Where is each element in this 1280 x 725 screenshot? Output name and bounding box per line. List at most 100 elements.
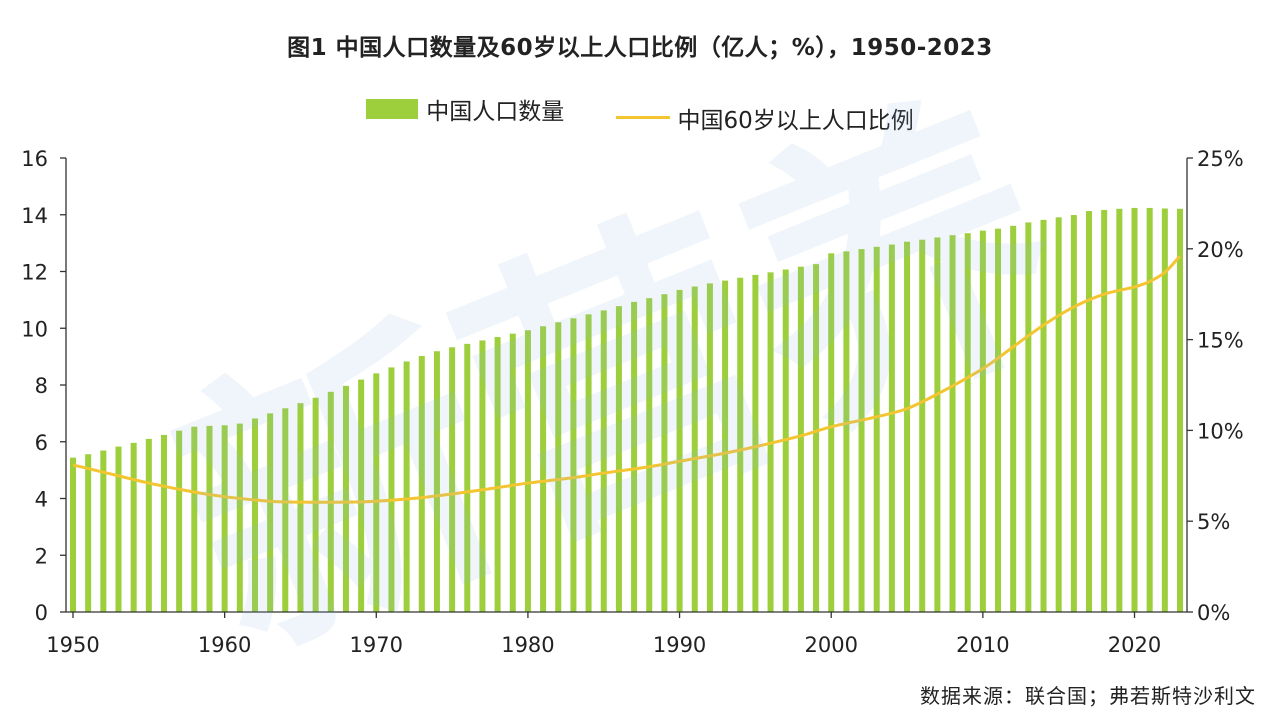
bar-2000 bbox=[828, 253, 835, 612]
y-left-tick-label: 0 bbox=[35, 601, 48, 625]
x-tick-label: 1960 bbox=[198, 633, 251, 657]
x-tick-label: 1970 bbox=[350, 633, 403, 657]
bar-1992 bbox=[706, 283, 713, 612]
bar-1980 bbox=[524, 330, 531, 612]
bar-1986 bbox=[615, 306, 622, 612]
bar-1994 bbox=[737, 277, 744, 612]
bar-2002 bbox=[858, 249, 865, 613]
tick-labels: 0 2 4 6 8 10 12 14 16 0% 5% 10% 15% 20% 25% 1950 1960 197… bbox=[21, 147, 1243, 657]
bar-1968 bbox=[342, 385, 349, 612]
y-right-tick-label: 10% bbox=[1197, 419, 1244, 443]
y-left-tick-label: 6 bbox=[35, 431, 48, 455]
x-tick-label: 1990 bbox=[653, 633, 706, 657]
legend: 中国人口数量 中国60岁以上人口比例 bbox=[0, 92, 1280, 135]
x-tick-label: 2010 bbox=[956, 633, 1009, 657]
bar-2003 bbox=[873, 246, 880, 612]
y-left-tick-label: 14 bbox=[21, 204, 48, 228]
bar-1974 bbox=[433, 351, 440, 612]
bar-1958 bbox=[191, 426, 198, 612]
bar-1977 bbox=[479, 340, 486, 612]
bar-1987 bbox=[631, 301, 638, 612]
bar-2005 bbox=[904, 241, 911, 613]
y-right-tick-label: 5% bbox=[1197, 510, 1230, 534]
bar-2011 bbox=[995, 228, 1002, 612]
legend-label-elderly-ratio: 中国60岁以上人口比例 bbox=[677, 107, 914, 134]
bar-1966 bbox=[312, 397, 319, 612]
bar-1989 bbox=[661, 294, 668, 612]
bar-1961 bbox=[236, 423, 243, 612]
bar-2004 bbox=[888, 244, 895, 612]
bar-1978 bbox=[494, 337, 501, 612]
data-source: 数据来源：联合国；弗若斯特沙利文 bbox=[920, 684, 1256, 708]
x-tick-label: 2000 bbox=[804, 633, 857, 657]
bar-1976 bbox=[464, 343, 471, 612]
bar-1954 bbox=[130, 442, 137, 612]
x-tick-label: 1950 bbox=[46, 633, 99, 657]
y-left-tick-label: 16 bbox=[21, 147, 48, 171]
bar-2016 bbox=[1070, 215, 1077, 612]
bar-1965 bbox=[297, 403, 304, 612]
bar-2022 bbox=[1161, 208, 1168, 612]
bar-2023 bbox=[1177, 208, 1183, 612]
bar-2014 bbox=[1040, 219, 1047, 613]
bar-1973 bbox=[418, 356, 425, 612]
bar-1981 bbox=[540, 326, 547, 612]
bar-1984 bbox=[585, 314, 592, 612]
bar-2015 bbox=[1055, 217, 1062, 612]
x-tick-label: 2020 bbox=[1108, 633, 1161, 657]
bar-series bbox=[70, 207, 1183, 613]
y-right-tick-label: 15% bbox=[1197, 329, 1244, 353]
bar-1956 bbox=[160, 434, 167, 612]
legend-swatch-bar bbox=[366, 99, 419, 119]
bar-2019 bbox=[1116, 208, 1123, 612]
bar-2017 bbox=[1086, 211, 1093, 612]
y-left-tick-label: 12 bbox=[21, 261, 48, 285]
bar-1972 bbox=[403, 361, 410, 612]
y-right-tick-label: 0% bbox=[1197, 601, 1230, 625]
bar-1952 bbox=[100, 450, 107, 612]
bar-1998 bbox=[797, 266, 804, 612]
bar-1964 bbox=[282, 408, 289, 612]
y-right-tick-label: 20% bbox=[1197, 238, 1244, 262]
bar-1963 bbox=[267, 413, 274, 612]
legend-item-elderly-ratio: 中国60岁以上人口比例 bbox=[615, 101, 914, 135]
bar-1970 bbox=[373, 373, 380, 612]
bar-1975 bbox=[449, 347, 456, 612]
bar-2007 bbox=[934, 237, 941, 612]
bar-1951 bbox=[85, 454, 92, 612]
y-right-tick-label: 25% bbox=[1197, 147, 1244, 171]
bar-2001 bbox=[843, 251, 850, 612]
elderly-ratio-line bbox=[72, 255, 1182, 504]
bar-1993 bbox=[722, 280, 729, 612]
bar-1955 bbox=[145, 438, 152, 612]
bar-1995 bbox=[752, 274, 759, 612]
bar-1979 bbox=[509, 333, 516, 612]
legend-item-population: 中国人口数量 bbox=[366, 92, 564, 126]
bar-2006 bbox=[919, 239, 926, 612]
y-left-tick-label: 2 bbox=[35, 544, 48, 568]
bar-1990 bbox=[676, 289, 683, 612]
bar-2013 bbox=[1025, 222, 1032, 612]
y-left-tick-label: 10 bbox=[21, 317, 48, 341]
x-tick-label: 1980 bbox=[501, 633, 554, 657]
bar-2021 bbox=[1146, 207, 1153, 612]
bar-1999 bbox=[813, 264, 820, 612]
bar-1982 bbox=[555, 322, 562, 612]
bar-2010 bbox=[979, 230, 986, 612]
bar-1985 bbox=[600, 310, 607, 612]
bar-1969 bbox=[358, 379, 365, 612]
axes bbox=[60, 157, 1193, 618]
bar-1957 bbox=[176, 430, 183, 612]
bar-1962 bbox=[251, 418, 258, 612]
bar-1988 bbox=[646, 298, 653, 612]
bar-1971 bbox=[388, 367, 395, 612]
bar-2008 bbox=[949, 235, 956, 612]
bar-2018 bbox=[1101, 209, 1108, 612]
legend-swatch-line bbox=[615, 116, 670, 119]
legend-label-population: 中国人口数量 bbox=[426, 99, 565, 125]
bar-1991 bbox=[691, 286, 698, 612]
bar-1953 bbox=[115, 446, 122, 612]
bar-1960 bbox=[221, 425, 228, 612]
bar-1959 bbox=[206, 425, 213, 612]
